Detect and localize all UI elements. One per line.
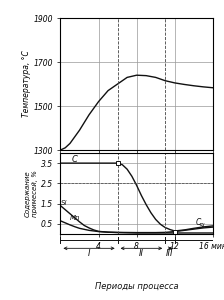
Text: C: C	[196, 218, 201, 227]
Text: Mn: Mn	[70, 215, 80, 221]
Y-axis label: Температура, °С: Температура, °С	[22, 51, 30, 117]
Text: Si: Si	[198, 223, 205, 229]
Text: Si: Si	[61, 200, 68, 206]
Text: II: II	[139, 249, 144, 258]
Text: Периоды процесса: Периоды процесса	[95, 282, 179, 291]
Y-axis label: Содержание
примесей, %: Содержание примесей, %	[25, 170, 38, 217]
Text: C: C	[72, 155, 78, 164]
Text: III: III	[166, 249, 174, 258]
Text: I: I	[88, 249, 90, 258]
